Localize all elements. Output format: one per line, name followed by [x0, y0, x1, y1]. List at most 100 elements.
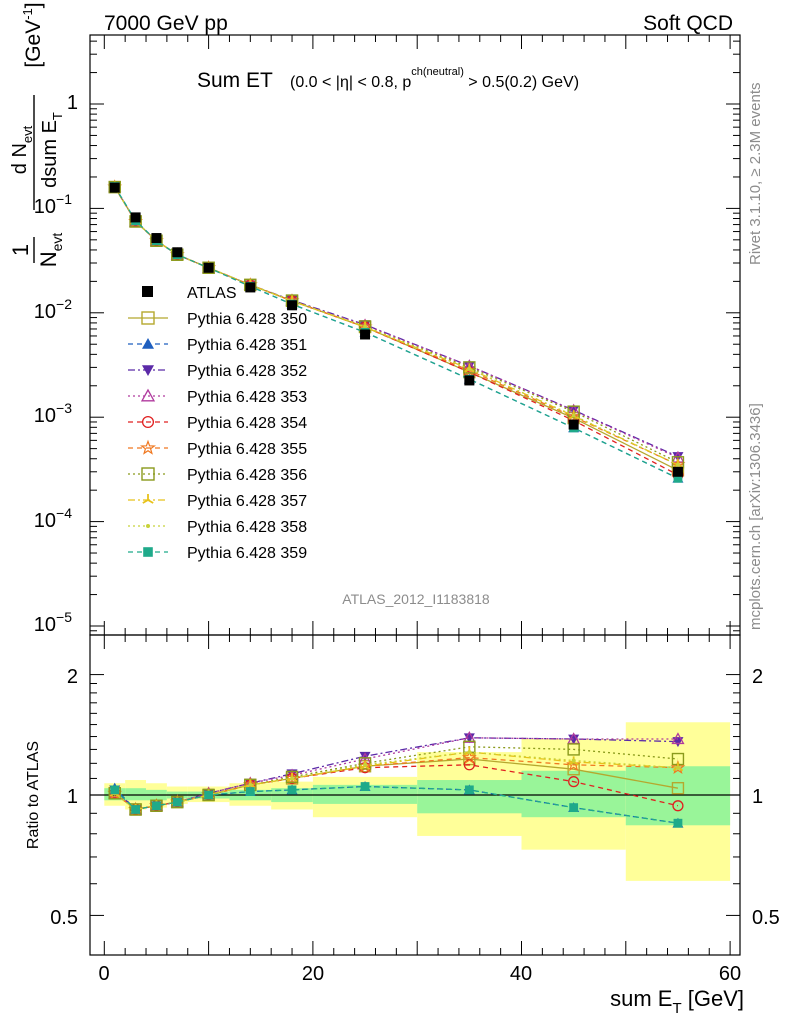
legend-label-353: Pythia 6.428 353	[187, 389, 307, 406]
main-point-356	[463, 361, 476, 374]
ytick-label-1e-1: 10−1	[34, 191, 72, 218]
svg-text:d Nevt: d Nevt	[9, 125, 35, 174]
ratio-point-358	[290, 776, 295, 781]
ratio-point-359	[245, 787, 255, 796]
ratio-series-group	[107, 730, 686, 828]
ratio-point-358	[248, 782, 253, 787]
xtick-label-20: 20	[302, 963, 324, 985]
ratio-point-359	[131, 805, 140, 814]
atlas-data-point	[464, 375, 475, 386]
main-point-358	[675, 462, 680, 467]
ratio-point-359	[172, 797, 182, 807]
ratio-point-353	[462, 730, 476, 743]
legend-marker-357	[142, 494, 154, 504]
svg-text:dsum ET: dsum ET	[39, 112, 65, 188]
atlas-data-point	[360, 329, 371, 340]
legend-label-351: Pythia 6.428 351	[187, 337, 307, 354]
ratio-point-353	[671, 732, 685, 745]
xtick-label-60: 60	[719, 963, 741, 985]
atlas-data-point	[203, 262, 214, 273]
main-point-355	[566, 408, 582, 424]
ratio-point-356	[567, 743, 580, 756]
x-axis-label: sum ET [GeV]	[610, 986, 744, 1017]
main-y-axis-label: 1 Nevt d Nevt dsum ET [GeV-1]	[8, 2, 65, 267]
atlas-data-point	[245, 282, 256, 293]
ratio-series-line-358	[114, 751, 678, 811]
legend-label-352: Pythia 6.428 352	[187, 363, 307, 380]
ratio-point-352	[463, 733, 475, 744]
ratio-point-352	[359, 751, 371, 762]
rivet-version-label: Rivet 3.1.10, ≥ 2.3M events	[747, 83, 764, 266]
stat-uncertainty-band	[625, 766, 731, 826]
main-series-line-351	[114, 186, 679, 479]
atlas-data-point	[172, 247, 183, 258]
main-point-358	[467, 366, 472, 371]
legend-marker-356	[141, 467, 155, 481]
analysis-watermark: ATLAS_2012_I1183818	[342, 591, 490, 607]
ratio-point-359	[110, 785, 120, 795]
xtick-label-0: 0	[98, 963, 109, 985]
ytick-label-1e-3: 10−3	[34, 400, 72, 427]
ratio-point-359	[464, 785, 474, 795]
ratio-point-359	[287, 785, 297, 795]
legend-label-358: Pythia 6.428 358	[187, 519, 307, 536]
legend-marker-354	[141, 415, 155, 429]
ratio-point-358	[571, 758, 576, 763]
ratio-ytick-right-1: 1	[752, 786, 763, 808]
ratio-point-355	[461, 749, 477, 764]
ratio-point-355	[670, 759, 686, 775]
ratio-ytick-1: 1	[67, 786, 78, 808]
main-point-358	[363, 324, 368, 329]
ratio-point-358	[467, 750, 472, 755]
atlas-data-point	[287, 300, 298, 311]
ratio-point-359	[569, 803, 579, 813]
ratio-point-350	[567, 763, 580, 776]
legend-atlas-marker	[142, 286, 153, 297]
ratio-point-359	[360, 782, 370, 791]
main-series-line-358	[114, 186, 679, 466]
ratio-point-352	[568, 734, 580, 745]
legend-atlas-label: ATLAS	[187, 285, 237, 302]
legend-marker-353	[140, 388, 156, 402]
legend-label-350: Pythia 6.428 350	[187, 311, 307, 328]
atlas-data-points	[109, 182, 683, 477]
atlas-data-point	[151, 233, 162, 244]
ytick-label-1e-4: 10−4	[34, 505, 72, 532]
svg-text:1: 1	[8, 244, 33, 256]
svg-text:[GeV-1]: [GeV-1]	[20, 2, 45, 67]
legend-label-355: Pythia 6.428 355	[187, 441, 307, 458]
header-left: 7000 GeV pp	[104, 12, 228, 35]
legend: ATLAS Pythia 6.428 350 Pythia 6.428 351 Pyt…	[128, 285, 307, 562]
ratio-point-356	[358, 757, 372, 770]
svg-text:Nevt: Nevt	[36, 233, 65, 268]
stat-uncertainty-band	[125, 788, 147, 801]
xtick-label-40: 40	[510, 963, 532, 985]
mcplots-label: mcplots.cern.ch [arXiv:1306.3436]	[747, 403, 764, 630]
ratio-axis-ticks	[90, 635, 740, 955]
header-right: Soft QCD	[643, 12, 733, 35]
atlas-data-point	[130, 212, 141, 223]
ytick-label-1e-5: 10−5	[34, 609, 72, 636]
ytick-label-1: 1	[67, 92, 78, 114]
main-series-line-359	[114, 186, 679, 479]
ratio-point-359	[673, 818, 683, 828]
ratio-ytick-0.5: 0.5	[50, 907, 78, 929]
legend-label-357: Pythia 6.428 357	[187, 493, 307, 510]
atlas-data-point	[568, 419, 579, 430]
atlas-data-point	[109, 182, 120, 193]
ratio-point-354	[568, 776, 580, 788]
ratio-y-axis-label: Ratio to ATLAS	[25, 741, 42, 849]
legend-marker-351	[142, 338, 154, 349]
main-axis-ticks	[90, 35, 740, 635]
ratio-ytick-2: 2	[67, 666, 78, 688]
main-point-358	[571, 413, 576, 418]
ratio-ytick-right-2: 2	[752, 666, 763, 688]
main-point-359	[673, 473, 683, 483]
legend-marker-352	[142, 365, 154, 376]
ratio-point-354	[672, 800, 684, 812]
legend-label-359: Pythia 6.428 359	[187, 545, 307, 562]
legend-label-354: Pythia 6.428 354	[187, 415, 307, 432]
atlas-data-point	[672, 466, 683, 477]
chart-title: Sum ET	[197, 69, 273, 92]
